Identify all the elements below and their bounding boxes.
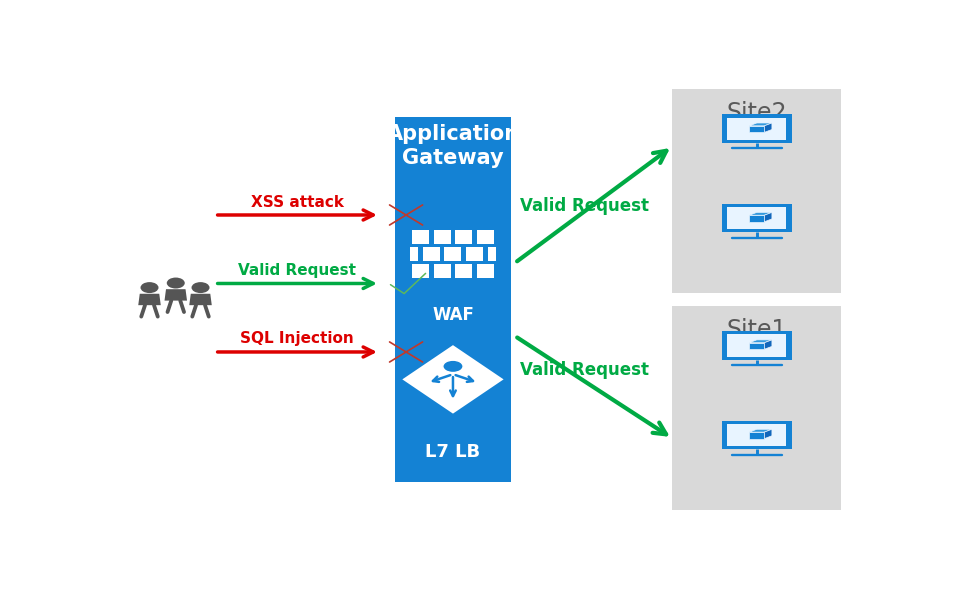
Text: Valid Request: Valid Request	[238, 263, 356, 278]
Polygon shape	[749, 429, 771, 432]
FancyBboxPatch shape	[722, 420, 792, 449]
FancyBboxPatch shape	[727, 207, 786, 229]
FancyBboxPatch shape	[434, 230, 451, 244]
Circle shape	[140, 282, 159, 293]
Polygon shape	[749, 432, 765, 439]
FancyBboxPatch shape	[722, 203, 792, 232]
Polygon shape	[749, 343, 765, 349]
Polygon shape	[765, 212, 771, 222]
FancyBboxPatch shape	[466, 247, 483, 261]
FancyBboxPatch shape	[722, 114, 792, 143]
FancyBboxPatch shape	[412, 263, 429, 278]
Text: SQL Injection: SQL Injection	[240, 331, 354, 346]
FancyBboxPatch shape	[455, 230, 472, 244]
FancyBboxPatch shape	[673, 307, 841, 509]
FancyBboxPatch shape	[477, 263, 494, 278]
FancyBboxPatch shape	[455, 263, 472, 278]
Text: L7 LB: L7 LB	[425, 444, 480, 461]
Text: Application
Gateway: Application Gateway	[386, 124, 520, 168]
Polygon shape	[403, 345, 503, 414]
FancyBboxPatch shape	[727, 117, 786, 140]
Circle shape	[192, 282, 209, 293]
Text: Valid Request: Valid Request	[520, 361, 650, 380]
Polygon shape	[765, 340, 771, 349]
Text: Valid Request: Valid Request	[520, 197, 650, 215]
Polygon shape	[749, 340, 771, 343]
Polygon shape	[749, 123, 771, 126]
FancyBboxPatch shape	[673, 90, 841, 292]
Polygon shape	[190, 294, 212, 305]
FancyBboxPatch shape	[722, 331, 792, 360]
FancyBboxPatch shape	[409, 247, 418, 261]
Polygon shape	[749, 212, 771, 215]
Polygon shape	[138, 294, 161, 305]
Text: Site2: Site2	[727, 101, 787, 125]
FancyBboxPatch shape	[412, 230, 429, 244]
FancyBboxPatch shape	[727, 424, 786, 446]
Circle shape	[166, 278, 185, 289]
FancyBboxPatch shape	[488, 247, 497, 261]
Text: Site1: Site1	[727, 318, 787, 342]
Polygon shape	[765, 429, 771, 439]
Text: WAF: WAF	[432, 307, 474, 324]
Polygon shape	[165, 289, 187, 301]
Polygon shape	[749, 126, 765, 132]
FancyBboxPatch shape	[423, 247, 439, 261]
FancyBboxPatch shape	[444, 247, 462, 261]
FancyBboxPatch shape	[434, 263, 451, 278]
FancyBboxPatch shape	[395, 117, 511, 482]
Text: XSS attack: XSS attack	[251, 195, 344, 209]
FancyBboxPatch shape	[727, 334, 786, 356]
Circle shape	[442, 360, 463, 372]
Polygon shape	[749, 215, 765, 222]
FancyBboxPatch shape	[477, 230, 494, 244]
Polygon shape	[765, 123, 771, 132]
